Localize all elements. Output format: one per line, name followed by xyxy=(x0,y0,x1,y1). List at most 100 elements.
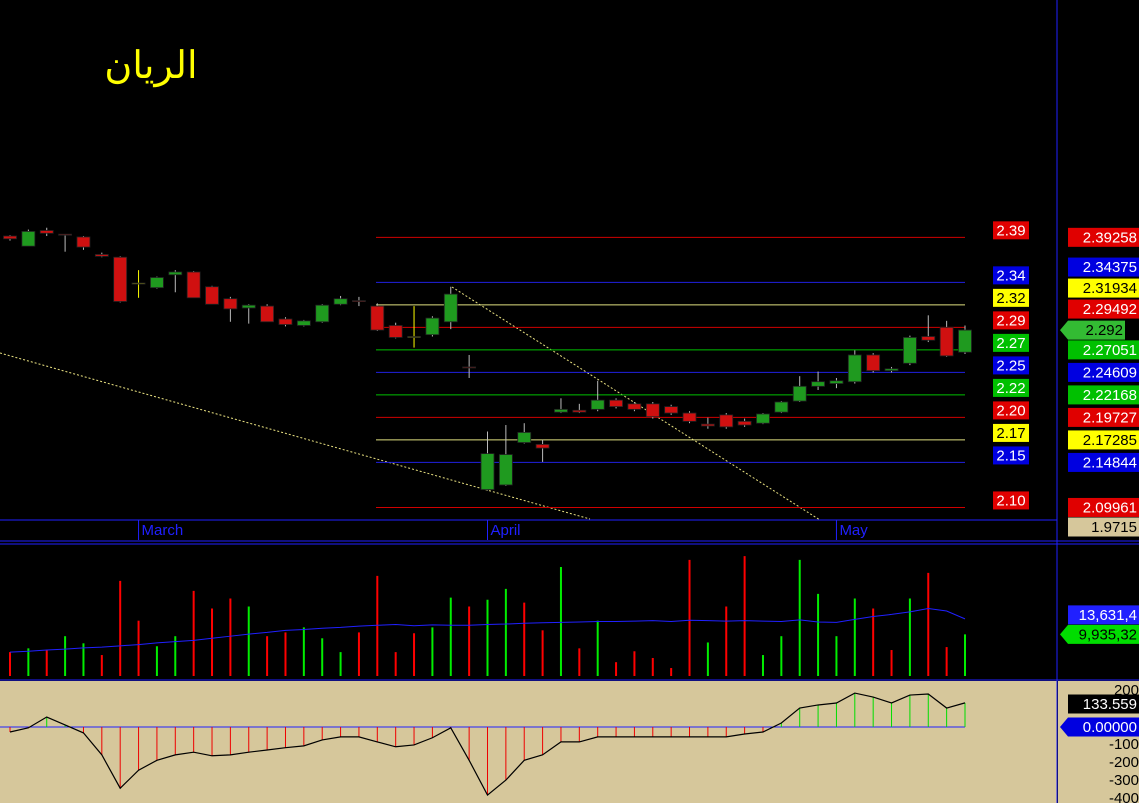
volume-ma-label-box xyxy=(1068,605,1139,625)
candle-body xyxy=(829,380,844,384)
level-label-box xyxy=(993,401,1029,420)
price-axis-label-box xyxy=(1068,227,1139,247)
oscillator-zero-label-box xyxy=(1060,717,1139,737)
candle-body xyxy=(370,305,385,331)
price-axis-label: 2.09961 xyxy=(1083,499,1137,516)
oscillator-line xyxy=(9,692,966,796)
level-label-box xyxy=(993,333,1029,352)
level-label-box xyxy=(993,288,1029,307)
candle-body xyxy=(535,443,550,449)
candle-body xyxy=(168,271,183,276)
candle-body xyxy=(21,231,36,247)
oscillator-value-label-box xyxy=(1068,694,1139,714)
candle-body xyxy=(682,412,697,422)
y-tick-label: -300 xyxy=(1109,772,1139,789)
level-label: 2.32 xyxy=(996,290,1025,307)
candle-body xyxy=(958,329,972,353)
price-axis-label: 2.14844 xyxy=(1083,454,1137,471)
candle-body xyxy=(76,236,91,248)
axis-bottom-label-box xyxy=(1068,517,1139,537)
candle-body xyxy=(664,406,679,414)
candle-body xyxy=(554,408,568,413)
level-label-box xyxy=(993,446,1029,465)
candle-body xyxy=(462,366,477,369)
candle-body xyxy=(407,336,421,338)
candle-body xyxy=(609,399,623,407)
candle-body xyxy=(223,298,238,310)
x-tick-label: May xyxy=(839,522,868,539)
candle-body xyxy=(847,354,862,383)
candle-body xyxy=(498,454,513,486)
candle-body xyxy=(719,414,734,428)
level-label-box xyxy=(993,378,1029,397)
level-label-box xyxy=(993,311,1029,330)
level-label: 2.25 xyxy=(996,357,1025,374)
candle-body xyxy=(700,423,715,427)
candle-body xyxy=(939,326,954,357)
candle-body xyxy=(627,403,642,410)
candle-body xyxy=(903,337,917,364)
level-label: 2.20 xyxy=(996,402,1025,419)
candle-body xyxy=(443,293,458,323)
candle-body xyxy=(388,325,403,338)
volume-ma-line xyxy=(9,608,966,653)
candle-body xyxy=(866,354,881,372)
level-label: 2.27 xyxy=(996,335,1025,352)
axis-bottom-label: 1.9715 xyxy=(1091,519,1137,536)
last-price-label: 2.292 xyxy=(1085,322,1123,339)
price-axis-label-box xyxy=(1068,299,1139,319)
candle-body xyxy=(480,453,495,490)
level-label-box xyxy=(993,221,1029,240)
volume-ma-label: 13,631,4 xyxy=(1079,607,1137,624)
price-axis-label: 2.19727 xyxy=(1083,409,1137,426)
chart-title: الريان xyxy=(104,45,197,88)
candle-body xyxy=(278,318,293,325)
candle-body xyxy=(205,286,219,305)
candle-body xyxy=(241,304,256,309)
candle-body xyxy=(590,399,605,410)
candle-body xyxy=(333,298,348,305)
last-price-label-box xyxy=(1060,320,1125,340)
candle-body xyxy=(425,317,440,336)
level-label: 2.15 xyxy=(996,447,1025,464)
x-tick-label: March xyxy=(142,522,184,539)
price-axis-label-box xyxy=(1068,452,1139,472)
level-label-box xyxy=(993,423,1029,442)
oscillator-zero-label: 0.00000 xyxy=(1083,719,1137,736)
price-axis-label: 2.27051 xyxy=(1083,342,1137,359)
price-axis-label-box xyxy=(1068,385,1139,405)
price-axis-label: 2.17285 xyxy=(1083,432,1137,449)
price-axis-label: 2.31934 xyxy=(1083,280,1137,297)
candle-body xyxy=(572,409,587,413)
candle-body xyxy=(884,368,899,372)
price-axis-label-box xyxy=(1068,278,1139,298)
oscillator-background xyxy=(0,681,1057,803)
level-label-box xyxy=(993,356,1029,375)
price-axis-label: 2.24609 xyxy=(1083,364,1137,381)
volume-label-box xyxy=(1060,624,1139,644)
candle-body xyxy=(39,230,54,234)
candle-body xyxy=(756,413,770,424)
y-tick-label: -400 xyxy=(1109,790,1139,803)
candle-body xyxy=(186,271,201,299)
candle-body xyxy=(3,235,17,240)
level-label-box xyxy=(993,491,1029,510)
candle-body xyxy=(774,401,789,413)
price-axis-label: 2.34375 xyxy=(1083,259,1137,276)
candle-body xyxy=(260,305,275,323)
volume-label: 9,935,32 xyxy=(1079,626,1137,643)
candle-body xyxy=(150,277,164,289)
price-axis-label: 2.29492 xyxy=(1083,301,1137,318)
level-label: 2.39 xyxy=(996,222,1025,239)
price-axis-label: 2.22168 xyxy=(1083,387,1137,404)
candle-body xyxy=(737,420,752,426)
level-label: 2.17 xyxy=(996,425,1025,442)
price-axis-label-box xyxy=(1068,430,1139,450)
price-axis-label-box xyxy=(1068,497,1139,517)
level-label: 2.22 xyxy=(996,380,1025,397)
candle-body xyxy=(811,381,825,387)
candle-body xyxy=(131,282,146,285)
